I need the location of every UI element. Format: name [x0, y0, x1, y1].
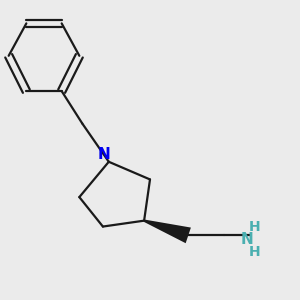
- Text: H: H: [249, 220, 260, 234]
- Text: H: H: [249, 244, 260, 259]
- Text: N: N: [98, 147, 111, 162]
- Text: N: N: [241, 232, 253, 247]
- Polygon shape: [144, 220, 191, 243]
